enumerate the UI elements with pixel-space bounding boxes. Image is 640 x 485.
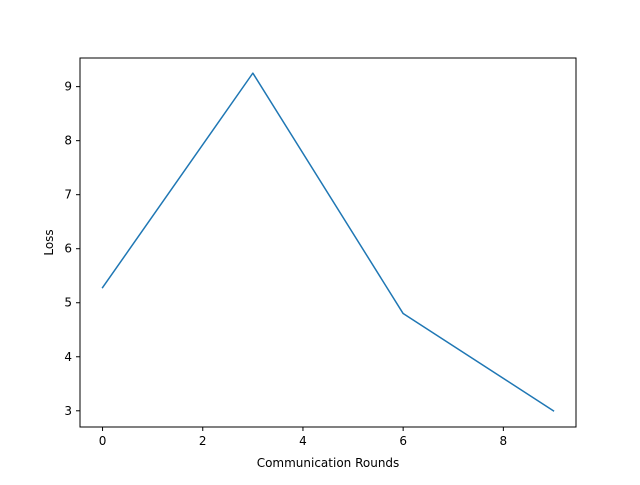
ticks: 0 2 4 6 8 3 4 5 6 7 8 9 bbox=[64, 80, 507, 448]
x-tick-label: 2 bbox=[199, 434, 207, 448]
y-axis-label: Loss bbox=[42, 229, 56, 255]
y-tick-label: 6 bbox=[64, 242, 72, 256]
y-tick-label: 8 bbox=[64, 134, 72, 148]
axes-frame bbox=[79, 57, 577, 428]
plot-area bbox=[101, 72, 555, 412]
loss-series-line bbox=[101, 72, 555, 412]
y-tick-label: 9 bbox=[64, 80, 72, 94]
x-tick-label: 0 bbox=[99, 434, 107, 448]
x-tick-label: 6 bbox=[399, 434, 407, 448]
y-tick-label: 7 bbox=[64, 188, 72, 202]
y-tick-label: 4 bbox=[64, 350, 72, 364]
x-axis-label: Communication Rounds bbox=[257, 456, 400, 470]
x-tick-label: 4 bbox=[299, 434, 307, 448]
y-tick-label: 5 bbox=[64, 296, 72, 310]
x-tick-label: 8 bbox=[500, 434, 508, 448]
y-tick-label: 3 bbox=[64, 404, 72, 418]
